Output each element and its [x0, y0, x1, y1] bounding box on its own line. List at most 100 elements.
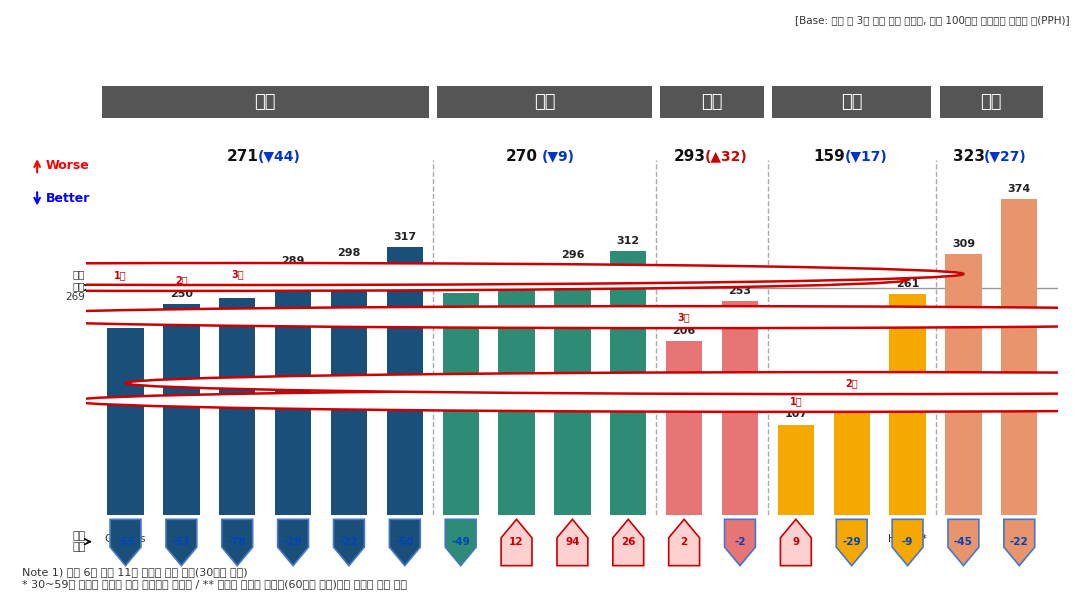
Text: 일본: 일본 — [841, 92, 863, 111]
Text: 261: 261 — [896, 279, 919, 289]
Text: SYM: SYM — [338, 533, 360, 543]
Polygon shape — [669, 519, 700, 566]
Polygon shape — [334, 519, 364, 566]
Circle shape — [0, 263, 963, 285]
Text: 26: 26 — [621, 537, 635, 546]
Text: 309: 309 — [951, 239, 975, 249]
Text: -50: -50 — [395, 537, 415, 546]
Text: (▼27): (▼27) — [984, 150, 1027, 164]
Text: 1위: 1위 — [113, 270, 126, 280]
Text: 257: 257 — [226, 282, 248, 292]
Text: Better: Better — [45, 192, 90, 205]
FancyBboxPatch shape — [940, 85, 1043, 117]
Text: 293: 293 — [674, 149, 705, 165]
Bar — [443, 292, 478, 515]
Text: Jeep*: Jeep* — [949, 533, 977, 543]
Text: Ford*: Ford* — [1005, 533, 1034, 543]
Text: 유럽: 유럽 — [701, 92, 723, 111]
Circle shape — [69, 390, 1080, 412]
Polygon shape — [836, 519, 867, 566]
Bar — [945, 254, 982, 515]
Text: 298: 298 — [337, 248, 361, 258]
Bar — [275, 271, 311, 515]
Circle shape — [125, 372, 1080, 394]
Bar — [554, 265, 591, 515]
Text: (▼44): (▼44) — [258, 150, 300, 164]
Text: 3위: 3위 — [231, 269, 244, 279]
Bar — [107, 328, 144, 515]
FancyBboxPatch shape — [772, 85, 931, 117]
Text: -55: -55 — [117, 537, 135, 546]
Polygon shape — [501, 519, 532, 566]
Bar — [610, 251, 647, 515]
Text: 미국: 미국 — [981, 92, 1002, 111]
Text: -22: -22 — [1010, 537, 1028, 546]
Polygon shape — [892, 519, 923, 566]
Text: 독일: 독일 — [534, 92, 555, 111]
Polygon shape — [390, 519, 420, 566]
Text: (▲32): (▲32) — [704, 150, 747, 164]
FancyBboxPatch shape — [660, 85, 764, 117]
Text: -78: -78 — [228, 537, 246, 546]
Text: HMC: HMC — [170, 533, 193, 543]
Text: MINI*: MINI* — [726, 533, 754, 543]
Polygon shape — [110, 519, 140, 566]
Text: 3위: 3위 — [678, 312, 690, 322]
Text: -49: -49 — [451, 537, 470, 546]
Text: RKM: RKM — [393, 533, 416, 543]
Polygon shape — [445, 519, 476, 566]
Bar — [890, 294, 926, 515]
Text: 전년
대비: 전년 대비 — [72, 531, 85, 552]
Bar — [163, 304, 200, 515]
Text: * 30~59의 불충분 사례는 순위 부여에서 제외함 / ** 전년도 사례가 불충분(60사레 미만)으로 해석시 주의 필요: * 30~59의 불충분 사례는 순위 부여에서 제외함 / ** 전년도 사례… — [22, 579, 406, 589]
Polygon shape — [781, 519, 811, 566]
Text: Genesis: Genesis — [105, 533, 146, 543]
Text: (▼17): (▼17) — [845, 150, 887, 164]
Circle shape — [0, 306, 1080, 328]
Text: 2위: 2위 — [846, 378, 858, 388]
Text: 374: 374 — [1008, 184, 1031, 194]
Text: Lexus: Lexus — [781, 533, 811, 543]
Bar — [387, 247, 423, 515]
Text: 107: 107 — [784, 410, 808, 420]
Text: 268: 268 — [504, 274, 528, 284]
Text: 289: 289 — [282, 256, 305, 266]
Text: Volvo: Volvo — [670, 533, 699, 543]
Text: 산업
평균
269: 산업 평균 269 — [66, 269, 85, 303]
Text: -2: -2 — [734, 537, 745, 546]
Text: -22: -22 — [339, 537, 359, 546]
Polygon shape — [612, 519, 644, 566]
Bar — [330, 263, 367, 515]
Text: Audi: Audi — [561, 533, 584, 543]
Text: -45: -45 — [954, 537, 973, 546]
Text: Toyota: Toyota — [835, 533, 868, 543]
Text: Note 1) 국산 6개 수입 11개 브랜드 평가 제시(30사레 이상): Note 1) 국산 6개 수입 11개 브랜드 평가 제시(30사레 이상) — [22, 567, 247, 577]
Text: 312: 312 — [617, 236, 639, 246]
Text: 263: 263 — [449, 278, 472, 288]
Text: BMW: BMW — [447, 533, 474, 543]
Text: 9: 9 — [793, 537, 799, 546]
Bar — [219, 298, 255, 515]
Text: -29: -29 — [842, 537, 861, 546]
Text: 2: 2 — [680, 537, 688, 546]
Polygon shape — [278, 519, 309, 566]
FancyBboxPatch shape — [102, 85, 429, 117]
Text: 323: 323 — [953, 149, 985, 165]
Text: -9: -9 — [902, 537, 914, 546]
Text: (▼9): (▼9) — [542, 150, 575, 164]
Polygon shape — [221, 519, 253, 566]
Text: -29: -29 — [284, 537, 302, 546]
Polygon shape — [1004, 519, 1035, 566]
Bar — [834, 407, 869, 515]
Text: 2위: 2위 — [175, 275, 188, 285]
Text: 270: 270 — [507, 149, 538, 165]
Text: 253: 253 — [729, 286, 752, 296]
Bar — [1001, 199, 1038, 515]
Bar — [498, 288, 535, 515]
Circle shape — [0, 264, 846, 286]
Text: 94: 94 — [565, 537, 580, 546]
Text: VW*: VW* — [617, 533, 639, 543]
Text: Worse: Worse — [45, 159, 90, 172]
Text: [Base: 구입 후 3년 경과 새차 구입자, 차량 100대당 평균체험 문제점 수(PPH)]: [Base: 구입 후 3년 경과 새차 구입자, 차량 100대당 평균체험 … — [795, 15, 1069, 25]
Text: KMC: KMC — [282, 533, 305, 543]
